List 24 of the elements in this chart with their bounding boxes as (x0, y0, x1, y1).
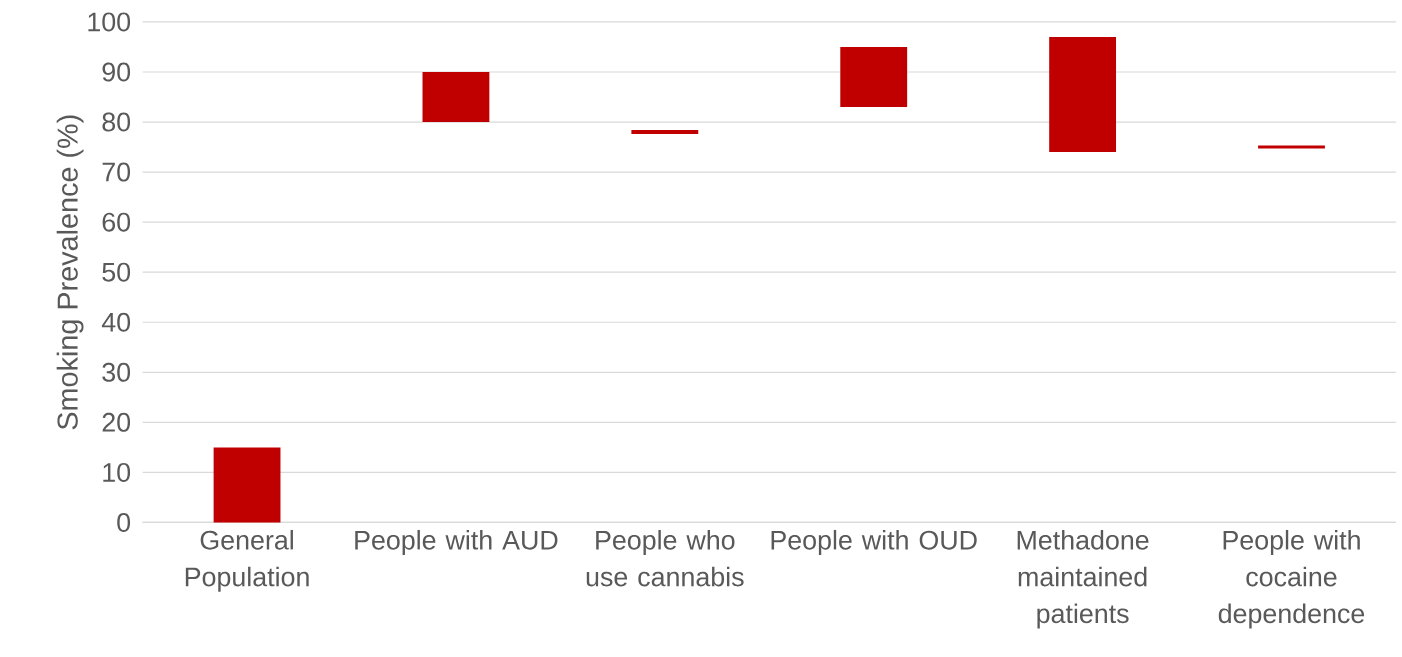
x-tick-label: People with OUD (771, 529, 977, 555)
x-tick-label: People with cocaine dependence (1218, 529, 1365, 629)
x-tick-label: People who use cannabis (586, 529, 744, 587)
bar (840, 46, 908, 107)
x-tick-label: General Population (185, 529, 309, 592)
y-axis-title: Smoking Prevalence (%) (56, 115, 84, 430)
y-tick-label: 20 (102, 412, 131, 432)
y-tick-label: 50 (102, 262, 131, 282)
y-tick-label: 90 (102, 62, 131, 82)
x-tick-label: People with AUD (355, 529, 558, 555)
y-tick-label: 30 (102, 362, 131, 382)
y-tick-label: 40 (101, 312, 131, 332)
bar (631, 130, 699, 135)
y-tick-label: 70 (102, 162, 131, 182)
y-tick-label: 100 (88, 12, 131, 32)
bar (213, 447, 281, 523)
y-tick-label: 0 (117, 512, 131, 532)
bar (1258, 145, 1325, 149)
y-tick-label: 60 (102, 212, 131, 232)
x-tick-label: Methadone maintained patients (1017, 529, 1149, 629)
bar (1049, 36, 1117, 153)
y-tick-label: 10 (103, 462, 131, 482)
bar (422, 71, 490, 122)
y-tick-label: 80 (102, 112, 131, 132)
